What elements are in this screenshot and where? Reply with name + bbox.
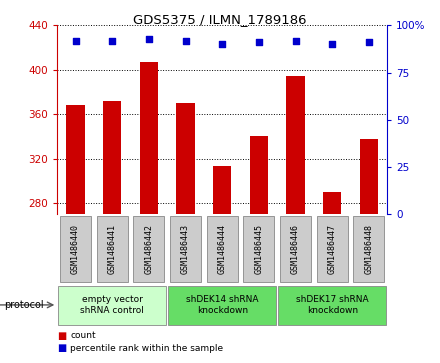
Text: ■: ■ (57, 331, 66, 341)
Text: GSM1486443: GSM1486443 (181, 224, 190, 274)
Point (329, 41, 336, 47)
Text: shDEK14 shRNA
knockdown: shDEK14 shRNA knockdown (186, 295, 258, 315)
FancyBboxPatch shape (207, 216, 238, 282)
Text: empty vector
shRNA control: empty vector shRNA control (80, 295, 144, 315)
Bar (213, 166, 231, 214)
Text: ■: ■ (57, 343, 66, 354)
Point (109, 38, 116, 44)
Point (219, 41, 226, 47)
FancyBboxPatch shape (353, 216, 385, 282)
Bar (140, 62, 158, 214)
Bar (323, 192, 341, 214)
FancyBboxPatch shape (279, 286, 386, 325)
Bar (103, 101, 121, 214)
Text: GSM1486440: GSM1486440 (71, 224, 80, 274)
FancyBboxPatch shape (60, 216, 91, 282)
FancyBboxPatch shape (243, 216, 275, 282)
FancyBboxPatch shape (97, 216, 128, 282)
FancyBboxPatch shape (168, 286, 276, 325)
FancyBboxPatch shape (133, 216, 165, 282)
Point (72, 38, 79, 44)
Text: count: count (70, 331, 96, 340)
FancyBboxPatch shape (280, 216, 311, 282)
Bar (66, 105, 85, 214)
FancyBboxPatch shape (58, 286, 166, 325)
Point (292, 38, 299, 44)
Text: GSM1486442: GSM1486442 (144, 224, 154, 274)
Bar (286, 77, 305, 214)
Text: GSM1486445: GSM1486445 (254, 224, 264, 274)
Point (182, 38, 189, 44)
Point (145, 36, 152, 41)
Bar (250, 136, 268, 214)
Text: GSM1486446: GSM1486446 (291, 224, 300, 274)
FancyBboxPatch shape (317, 216, 348, 282)
FancyBboxPatch shape (170, 216, 201, 282)
Text: GSM1486447: GSM1486447 (328, 224, 337, 274)
Bar (360, 139, 378, 214)
Text: percentile rank within the sample: percentile rank within the sample (70, 344, 224, 353)
Bar (176, 103, 195, 214)
Text: shDEK17 shRNA
knockdown: shDEK17 shRNA knockdown (296, 295, 369, 315)
Text: GDS5375 / ILMN_1789186: GDS5375 / ILMN_1789186 (133, 13, 307, 26)
Text: GSM1486444: GSM1486444 (218, 224, 227, 274)
Text: GSM1486448: GSM1486448 (364, 224, 374, 274)
Point (255, 40, 262, 45)
Text: protocol: protocol (4, 300, 44, 310)
Point (365, 40, 372, 45)
Text: GSM1486441: GSM1486441 (108, 224, 117, 274)
